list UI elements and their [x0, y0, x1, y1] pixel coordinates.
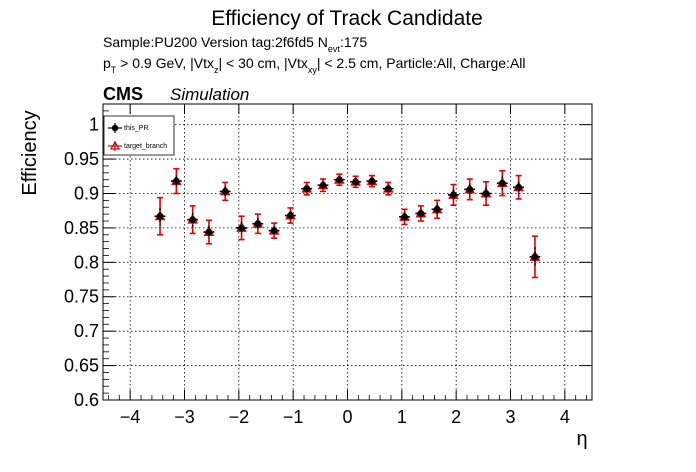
this-pr-marker: [172, 177, 180, 185]
this-pr-point: [415, 209, 427, 218]
this-pr-marker: [417, 210, 425, 217]
this-pr-point: [236, 221, 247, 235]
cuts-text-2: | < 30 cm, |Vtx: [218, 55, 307, 71]
sample-info-text: Sample:PU200 Version tag:2f6fd5 N: [103, 34, 328, 50]
x-tick-label: 4: [560, 407, 570, 427]
this-pr-marker: [498, 179, 506, 187]
y-tick-label: 0.95: [64, 149, 99, 169]
nevt-subscript: evt: [328, 44, 341, 54]
grid-lines: [103, 104, 592, 401]
y-tick-label: 0.6: [74, 390, 99, 410]
this-pr-marker: [482, 190, 490, 197]
this-pr-marker: [221, 188, 229, 195]
x-tick-label: 2: [451, 407, 461, 427]
legend: this_PR target_branch: [103, 115, 175, 156]
y-tick-label: 0.65: [64, 356, 99, 376]
y-tick-label: 0.9: [74, 183, 99, 203]
cuts-info: pT > 0.9 GeV, |Vtxz| < 30 cm, |Vtxxy| < …: [103, 55, 526, 75]
y-axis-label: Efficiency: [19, 110, 41, 195]
legend-label-this-pr: this_PR: [124, 125, 149, 132]
this-pr-marker: [515, 183, 523, 191]
nevt-value: :175: [340, 34, 367, 50]
this-pr-point: [285, 211, 296, 220]
x-tick-label: −1: [283, 407, 304, 427]
simulation-label: Simulation: [170, 85, 249, 104]
this-pr-marker: [368, 177, 376, 185]
this-pr-marker: [319, 181, 327, 189]
this-pr-point: [496, 176, 508, 191]
cms-label: CMS: [103, 84, 143, 104]
this-pr-marker: [156, 212, 164, 220]
y-tick-label: 0.8: [74, 252, 99, 272]
this-pr-point: [268, 226, 280, 235]
this-pr-point: [431, 204, 443, 215]
y-tick-label: 1: [89, 115, 99, 135]
this-pr-marker: [335, 176, 343, 184]
x-tick-label: −2: [229, 407, 250, 427]
this-pr-point: [170, 175, 182, 187]
this-pr-point: [203, 225, 215, 239]
this-pr-point: [317, 181, 329, 189]
this-pr-point: [448, 189, 459, 201]
this-pr-marker: [303, 185, 311, 193]
this-pr-marker: [189, 216, 197, 224]
x-tick-label: 0: [342, 407, 352, 427]
y-tick-label: 0.85: [64, 218, 99, 238]
pt-subscript: T: [111, 65, 117, 75]
x-tick-label: −3: [174, 407, 195, 427]
this-pr-marker: [433, 205, 441, 213]
vtx-z-subscript: z: [214, 65, 219, 75]
this-pr-marker: [238, 224, 245, 232]
this-pr-marker: [270, 227, 278, 235]
x-tick-label: 1: [397, 407, 407, 427]
this-pr-point: [480, 187, 492, 200]
this-pr-marker: [450, 191, 457, 199]
y-tick-label: 0.75: [64, 287, 99, 307]
cuts-text-1: > 0.9 GeV, |Vtx: [116, 55, 214, 71]
this-pr-point: [399, 212, 410, 222]
x-tick-labels: −4 −3 −2 −1 0 1 2 3 4: [120, 407, 570, 427]
this-pr-point: [382, 185, 394, 193]
this-pr-point: [252, 218, 264, 230]
pt-symbol: p: [103, 55, 111, 71]
legend-marker-target-branch: [108, 140, 122, 151]
data-marks: [154, 167, 541, 279]
legend-label-target-branch: target_branch: [124, 143, 167, 150]
this-pr-point: [154, 207, 166, 225]
chart-title: Efficiency of Track Candidate: [211, 7, 483, 30]
sample-info: Sample:PU200 Version tag:2f6fd5 Nevt:175: [103, 34, 367, 54]
this-pr-marker: [401, 213, 408, 221]
vtx-xy-subscript: xy: [308, 65, 318, 75]
this-pr-point: [187, 212, 199, 227]
this-pr-point: [301, 185, 313, 193]
this-pr-marker: [254, 220, 262, 228]
x-tick-label: 3: [505, 407, 515, 427]
y-tick-label: 0.7: [74, 321, 99, 341]
this-pr-point: [219, 186, 231, 197]
x-axis-label: η: [576, 428, 587, 450]
cuts-text-3: | < 2.5 cm, Particle:All, Charge:All: [317, 55, 526, 71]
this-pr-marker: [466, 185, 474, 193]
this-pr-point: [333, 176, 345, 184]
this-pr-marker: [531, 253, 539, 261]
this-pr-marker: [384, 185, 392, 193]
this-pr-marker: [287, 212, 294, 219]
legend-marker-this-pr: [108, 123, 122, 133]
this-pr-marker: [205, 228, 213, 236]
x-tick-label: −4: [120, 407, 141, 427]
this-pr-marker: [352, 178, 360, 186]
this-pr-point: [529, 247, 541, 267]
this-pr-point: [350, 178, 362, 186]
this-pr-point: [513, 181, 525, 194]
y-tick-labels: 0.6 0.65 0.7 0.75 0.8 0.85 0.9 0.95 1: [64, 115, 99, 410]
this-pr-point: [366, 177, 378, 185]
this-pr-point: [464, 183, 476, 195]
